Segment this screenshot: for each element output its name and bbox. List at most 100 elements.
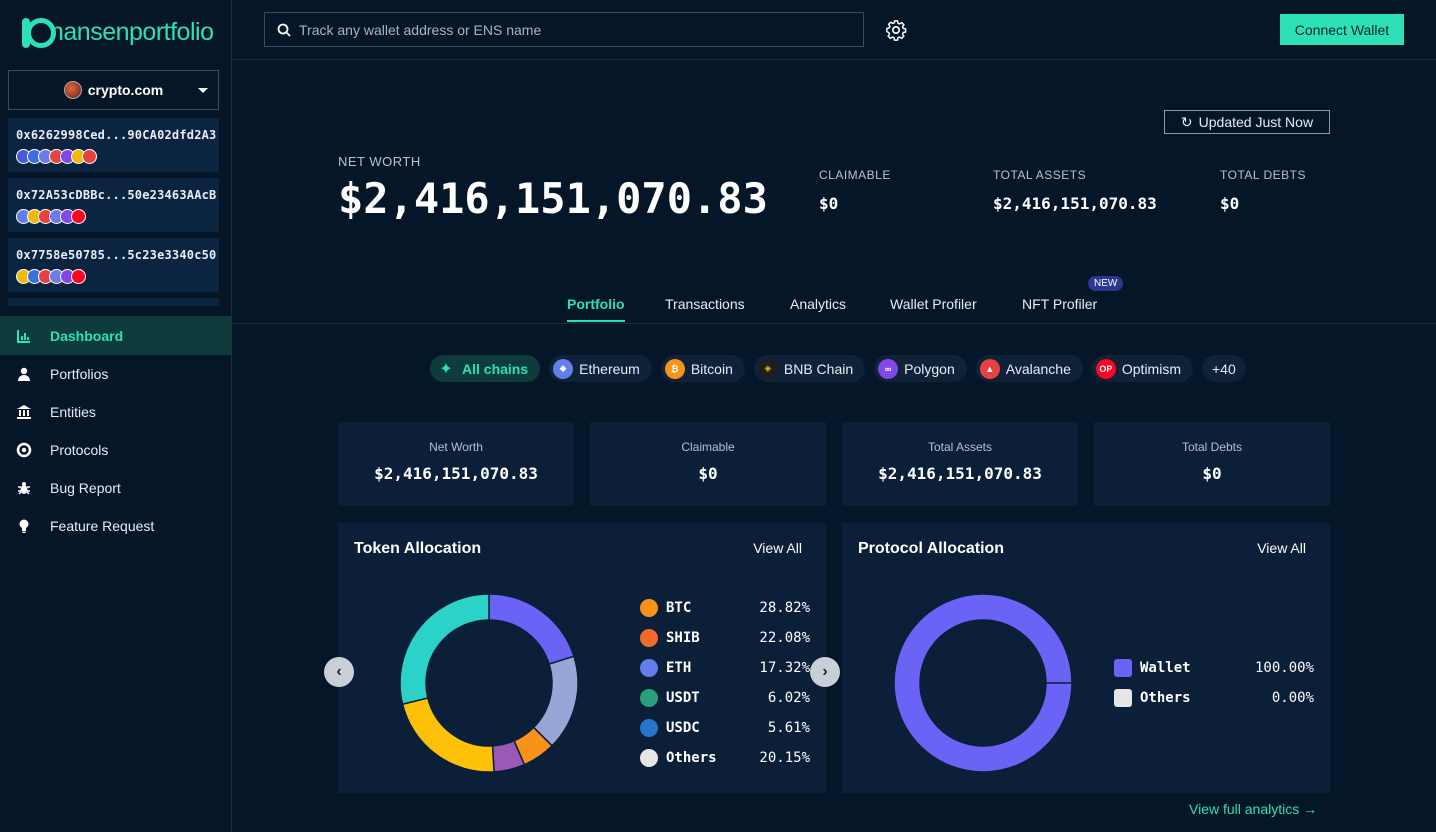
wallet-chain-icons bbox=[16, 209, 211, 224]
legend-row: Others 0.00% bbox=[1114, 683, 1314, 713]
updated-button[interactable]: ↻ Updated Just Now bbox=[1164, 110, 1330, 134]
search-icon bbox=[277, 23, 291, 37]
chain-chip-avalanche[interactable]: ▲ Avalanche bbox=[975, 355, 1083, 382]
nav-item-portfolios[interactable]: Portfolios bbox=[0, 355, 232, 393]
legend-row: USDC 5.61% bbox=[640, 713, 810, 743]
protocol-donut-chart bbox=[893, 593, 1073, 773]
bitcoin-icon: ₿ bbox=[664, 358, 685, 379]
total-assets-label: TOTAL ASSETS bbox=[993, 168, 1087, 182]
chain-chip-all[interactable]: ✦ All chains bbox=[430, 355, 541, 382]
total-debts-label: TOTAL DEBTS bbox=[1220, 168, 1306, 182]
tab-analytics[interactable]: Analytics bbox=[790, 296, 847, 312]
legend-row: Wallet 100.00% bbox=[1114, 653, 1314, 683]
ethereum-icon: ◆ bbox=[553, 358, 574, 379]
legend-value: 6.02% bbox=[767, 690, 810, 706]
chain-label: Ethereum bbox=[579, 360, 640, 377]
summary-label: Total Assets bbox=[927, 440, 993, 454]
donut-slice[interactable] bbox=[401, 697, 495, 773]
carousel-prev-button[interactable]: ‹ bbox=[324, 657, 354, 687]
chain-chip-optimism[interactable]: OP Optimism bbox=[1091, 355, 1193, 382]
legend-value: 20.15% bbox=[759, 750, 810, 766]
nav-label: Bug Report bbox=[50, 480, 121, 496]
summary-value: $2,416,151,070.83 bbox=[374, 464, 538, 483]
wallet-card[interactable]: 0x6262998Ced...90CA02dfd2A3 bbox=[8, 118, 219, 172]
chain-label: BNB Chain bbox=[783, 360, 854, 377]
search-box[interactable] bbox=[264, 12, 864, 47]
bnb-icon: ◈ bbox=[757, 358, 778, 379]
nav-item-protocols[interactable]: Protocols bbox=[0, 431, 232, 469]
entity-select[interactable]: crypto.com bbox=[8, 70, 219, 110]
nav-item-feature-request[interactable]: Feature Request bbox=[0, 507, 232, 545]
polygon-icon: ∞ bbox=[878, 358, 899, 379]
wallet-card[interactable]: 0x7758e50785...5c23e3340c50 bbox=[8, 238, 219, 292]
bank-icon bbox=[17, 405, 31, 419]
search-input[interactable] bbox=[299, 13, 859, 46]
legend-label: Others bbox=[1140, 690, 1191, 706]
chain-label: All chains bbox=[462, 360, 529, 377]
tab-portfolio[interactable]: Portfolio bbox=[567, 296, 625, 322]
protocol-legend: Wallet 100.00% Others 0.00% bbox=[1114, 653, 1314, 713]
wallet-address: 0x7758e50785...5c23e3340c50 bbox=[16, 248, 217, 262]
others-icon bbox=[1114, 689, 1132, 707]
legend-label: ETH bbox=[666, 660, 692, 676]
wallet-card[interactable]: 0x72A53cDBBc...50e23463AAcB bbox=[8, 178, 219, 232]
donut-slice[interactable] bbox=[893, 593, 1073, 773]
nav-item-entities[interactable]: Entities bbox=[0, 393, 232, 431]
legend-label: BTC bbox=[666, 600, 692, 616]
total-debts-value: $0 bbox=[1220, 194, 1240, 213]
summary-card-total-debts: Total Debts $0 bbox=[1094, 422, 1330, 506]
entity-name: crypto.com bbox=[87, 82, 164, 98]
tab-nft-profiler[interactable]: NFT Profiler bbox=[1022, 296, 1098, 312]
donut-slice[interactable] bbox=[399, 593, 490, 706]
chain-chip-ethereum[interactable]: ◆ Ethereum bbox=[549, 355, 652, 382]
user-icon bbox=[18, 367, 30, 381]
sparkle-icon: ✦ bbox=[439, 360, 453, 378]
chain-chip-polygon[interactable]: ∞ Polygon bbox=[874, 355, 967, 382]
nav-label: Feature Request bbox=[50, 518, 155, 534]
chain-chip-more[interactable]: +40 bbox=[1202, 355, 1246, 382]
claimable-value: $0 bbox=[819, 194, 839, 213]
panel-title: Token Allocation bbox=[354, 540, 482, 557]
connect-wallet-button[interactable]: Connect Wallet bbox=[1280, 14, 1404, 45]
nansen-logo-icon bbox=[22, 16, 56, 48]
nansen-portfolio-logo[interactable]: nansenportfolio bbox=[22, 14, 214, 50]
chain-chip-bitcoin[interactable]: ₿ Bitcoin bbox=[660, 355, 745, 382]
wallet-list: 0x6262998Ced...90CA02dfd2A3 0x72A53cDBBc… bbox=[8, 118, 219, 306]
chain-label: Optimism bbox=[1121, 360, 1181, 377]
bug-icon bbox=[18, 482, 30, 495]
summary-label: Net Worth bbox=[429, 440, 483, 454]
legend-row: Others 20.15% bbox=[640, 743, 810, 773]
legend-label: Others bbox=[666, 750, 717, 766]
total-assets-value: $2,416,151,070.83 bbox=[993, 194, 1157, 213]
token-allocation-panel: Token Allocation View All BTC 28.82% SHIB 2… bbox=[338, 523, 826, 793]
chain-chip-bnb[interactable]: ◈ BNB Chain bbox=[753, 355, 866, 382]
tab-wallet-profiler[interactable]: Wallet Profiler bbox=[890, 296, 977, 312]
tab-transactions[interactable]: Transactions bbox=[665, 296, 745, 312]
legend-value: 0.00% bbox=[1271, 690, 1314, 706]
net-worth-label: NET WORTH bbox=[338, 154, 421, 169]
token-legend: BTC 28.82% SHIB 22.08% ETH 17.32% USDT 6.02% USD… bbox=[640, 593, 810, 773]
view-all-link[interactable]: View All bbox=[1257, 540, 1306, 556]
optimism-icon: OP bbox=[1095, 358, 1116, 379]
legend-value: 17.32% bbox=[759, 660, 810, 676]
carousel-next-button[interactable]: › bbox=[810, 657, 840, 687]
nav-item-dashboard[interactable]: Dashboard bbox=[0, 317, 232, 355]
bitcoin-icon bbox=[640, 599, 658, 617]
legend-row: USDT 6.02% bbox=[640, 683, 810, 713]
view-full-analytics-link[interactable]: View full analytics → bbox=[1189, 801, 1317, 817]
wallet-chain-icons bbox=[16, 269, 211, 284]
donut-slice[interactable] bbox=[488, 593, 575, 666]
wallet-card[interactable] bbox=[8, 298, 219, 306]
sidebar: nansenportfolio crypto.com 0x6262998Ced.… bbox=[0, 0, 232, 832]
main-nav: Dashboard Portfolios Entities Protocols … bbox=[0, 316, 232, 545]
gear-icon[interactable] bbox=[885, 19, 907, 41]
view-all-link[interactable]: View All bbox=[753, 540, 802, 556]
legend-row: ETH 17.32% bbox=[640, 653, 810, 683]
summary-label: Total Debts bbox=[1181, 440, 1243, 454]
nav-item-bug-report[interactable]: Bug Report bbox=[0, 469, 232, 507]
panel-title: Protocol Allocation bbox=[858, 540, 1005, 557]
summary-card-total-assets: Total Assets $2,416,151,070.83 bbox=[842, 422, 1078, 506]
lifebuoy-icon bbox=[16, 442, 32, 458]
donut-slice[interactable] bbox=[532, 655, 579, 747]
bulb-icon bbox=[19, 519, 29, 533]
